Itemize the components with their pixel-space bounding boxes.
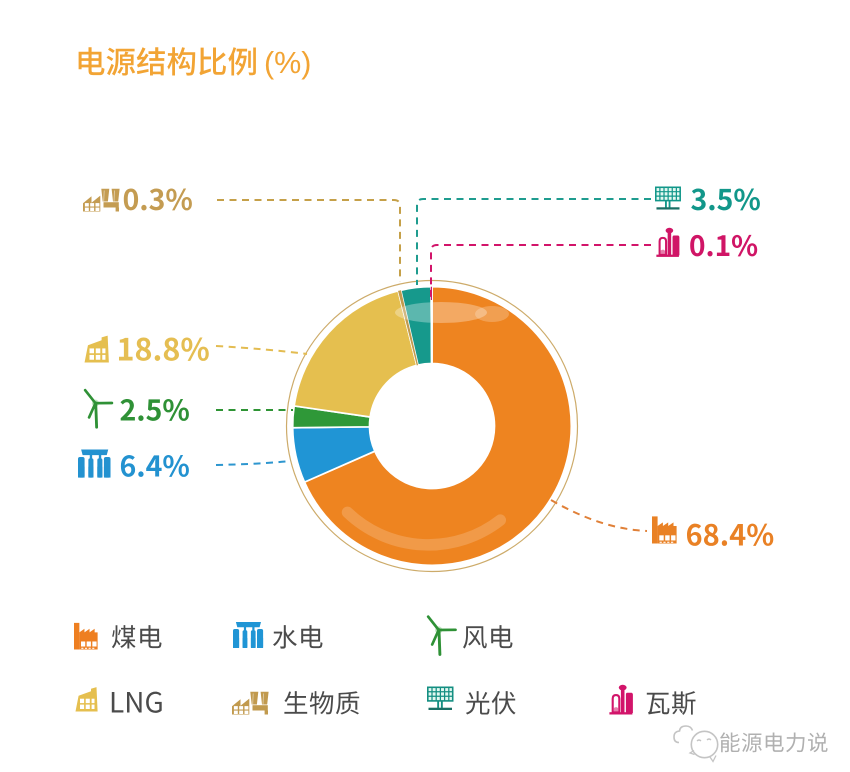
svg-text:(%): (%)	[264, 46, 311, 80]
